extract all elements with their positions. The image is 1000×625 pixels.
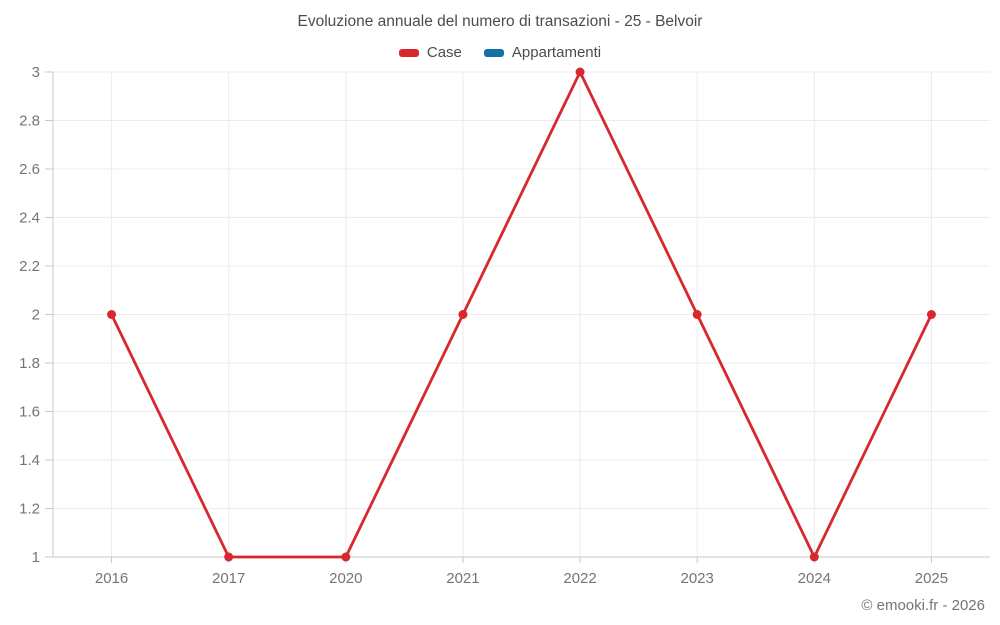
case-data-point[interactable]	[224, 552, 234, 562]
legend-label-appartamenti: Appartamenti	[511, 44, 602, 61]
x-tick-label: 2025	[915, 570, 948, 587]
case-series-line	[110, 70, 933, 559]
x-tick-label: 2024	[798, 570, 831, 587]
case-data-point[interactable]	[809, 552, 819, 562]
y-tick-label: 1.6	[19, 404, 40, 421]
x-tick-label: 2022	[563, 570, 596, 587]
y-tick-label: 2.4	[19, 210, 40, 227]
x-tick-label: 2020	[329, 570, 362, 587]
case-data-point[interactable]	[458, 310, 468, 319]
y-tick-label: 2.6	[19, 161, 40, 178]
x-tick-label: 2021	[446, 570, 479, 587]
case-data-point[interactable]	[341, 552, 351, 562]
y-tick-label: 1.8	[19, 355, 40, 372]
legend-label-case: Case	[426, 44, 462, 61]
case-data-point[interactable]	[575, 67, 585, 77]
case-data-point[interactable]	[107, 310, 117, 319]
legend: Case Appartamenti	[0, 44, 1000, 61]
legend-item-appartamenti[interactable]: Appartamenti	[483, 44, 602, 61]
y-tick-label: 3	[32, 64, 40, 81]
y-tick-label: 2.2	[19, 258, 40, 275]
chart-title: Evoluzione annuale del numero di transaz…	[297, 13, 703, 30]
x-tick-label: 2023	[681, 570, 714, 587]
case-data-point[interactable]	[692, 310, 702, 319]
y-tick-label: 2.8	[19, 113, 40, 130]
y-tick-label: 1	[32, 549, 40, 566]
y-tick-label: 2	[32, 307, 40, 324]
legend-item-case[interactable]: Case	[398, 44, 462, 61]
copyright-text: © emooki.fr - 2026	[861, 597, 985, 614]
y-tick-label: 1.4	[19, 452, 40, 469]
case-data-point[interactable]	[926, 310, 936, 319]
x-tick-label: 2017	[212, 570, 245, 587]
appartamenti-series-swatch-icon	[483, 48, 504, 57]
case-series-swatch-icon	[398, 48, 419, 57]
x-tick-label: 2016	[95, 570, 128, 587]
y-tick-label: 1.2	[19, 501, 40, 518]
